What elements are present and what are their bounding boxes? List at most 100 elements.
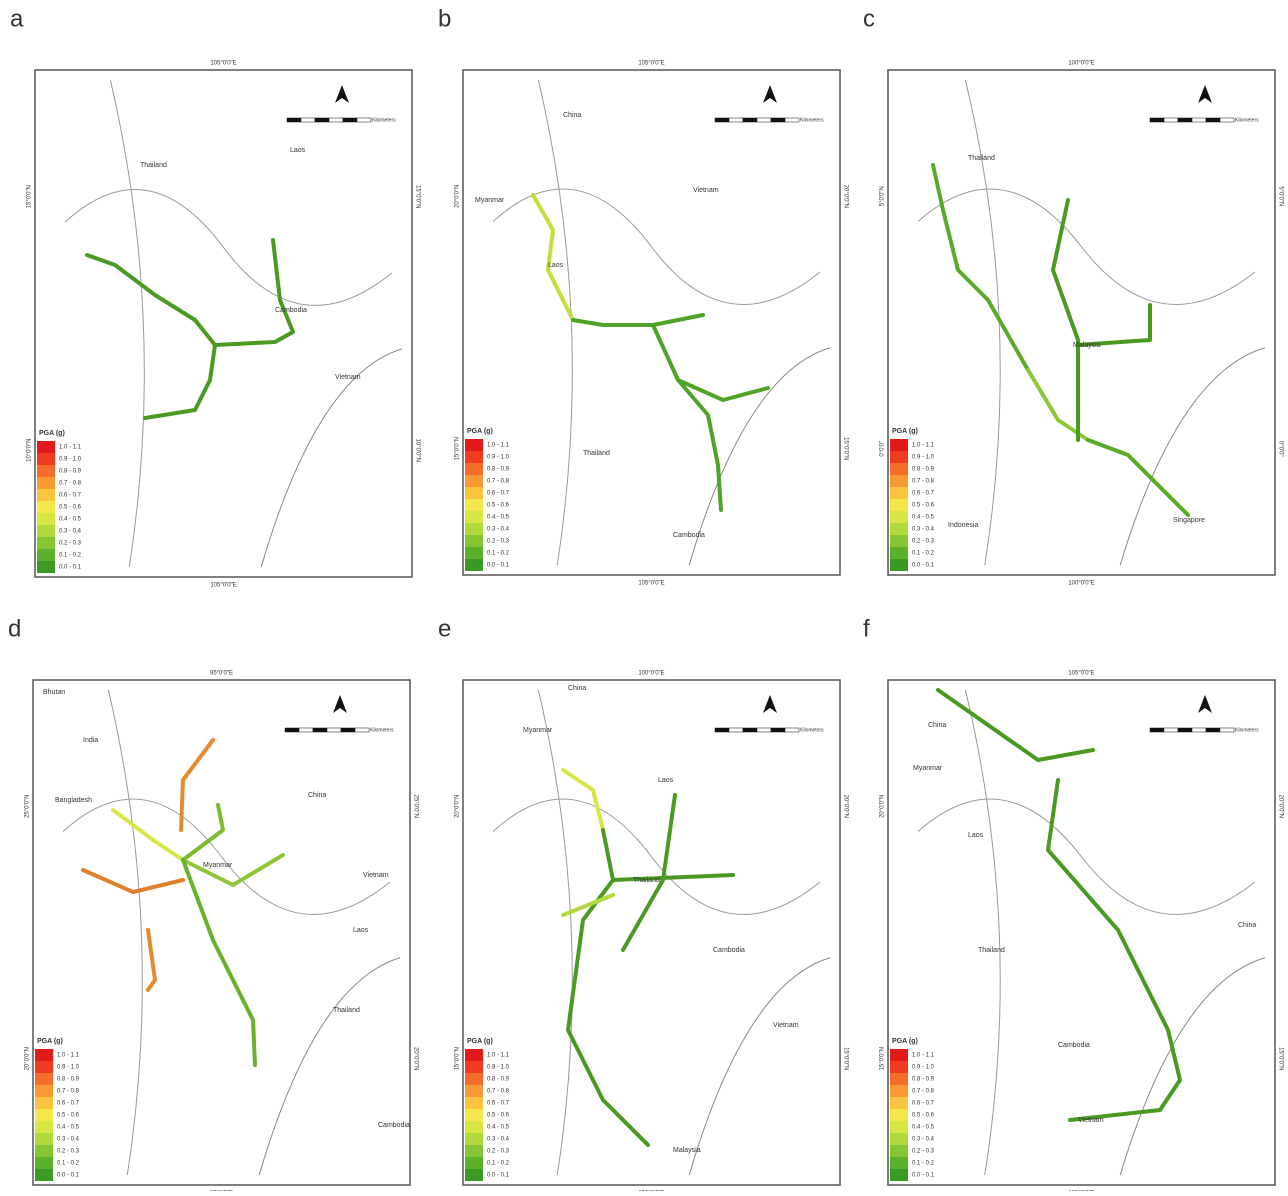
legend-swatch (37, 441, 55, 453)
scale-bar (1192, 118, 1206, 122)
legend-swatch (37, 453, 55, 465)
panel-letter: b (438, 5, 451, 32)
legend-swatch (465, 463, 483, 475)
legend-label: 0.2 - 0.3 (912, 1149, 935, 1155)
legend-label: 0.1 - 0.2 (912, 1161, 935, 1167)
legend-swatch (890, 1097, 908, 1109)
legend-label: 0.8 - 0.9 (59, 469, 82, 475)
map-panel: ThailandMalaysiaIndonesiaSingapore100°0'… (880, 61, 1284, 587)
legend-swatch (37, 549, 55, 561)
lat-label: 15°0'0"N (1277, 1047, 1283, 1070)
legend-label: 0.0 - 0.1 (57, 1173, 80, 1179)
legend-label: 0.4 - 0.5 (487, 1125, 510, 1131)
scale-bar (1178, 118, 1192, 122)
country-label: India (83, 737, 98, 744)
legend-label: 0.3 - 0.4 (487, 527, 510, 533)
legend-swatch (465, 523, 483, 535)
scale-bar (287, 118, 301, 122)
scale-bar (299, 728, 313, 732)
legend-label: 0.0 - 0.1 (487, 1173, 510, 1179)
legend-swatch (890, 475, 908, 487)
legend-swatch (890, 1169, 908, 1181)
scale-bar (743, 728, 757, 732)
scale-bar (771, 118, 785, 122)
scale-bar (1164, 728, 1178, 732)
map-panel: BhutanIndiaBangladeshChinaMyanmarVietnam… (25, 671, 419, 1191)
lon-label: 95°0'0"E (210, 671, 233, 677)
legend-swatch (35, 1133, 53, 1145)
scale-bar (757, 728, 771, 732)
country-label: Bhutan (43, 689, 65, 696)
lat-label: 25°0'0"N (412, 795, 418, 818)
map-panel: ChinaMyanmarLaosThailandCambodiaVietnamC… (880, 671, 1284, 1191)
country-label: Thailand (140, 162, 167, 169)
legend-swatch (35, 1085, 53, 1097)
legend-label: 0.1 - 0.2 (487, 551, 510, 557)
legend-label: 0.5 - 0.6 (487, 503, 510, 509)
legend-label: 0.7 - 0.8 (912, 479, 935, 485)
legend-swatch (465, 1109, 483, 1121)
legend-label: 0.5 - 0.6 (912, 503, 935, 509)
legend-label: 0.9 - 1.0 (487, 455, 510, 461)
country-label: Myanmar (475, 197, 505, 204)
legend-label: 0.6 - 0.7 (912, 1101, 935, 1107)
country-label: Laos (548, 262, 564, 269)
scale-bar (729, 118, 743, 122)
legend-label: 0.3 - 0.4 (487, 1137, 510, 1143)
legend-swatch (35, 1157, 53, 1169)
legend-title: PGA (g) (39, 430, 65, 437)
map-panel: ThailandLaosCambodiaVietnam105°0'0"E105°… (27, 61, 421, 589)
country-label: Laos (658, 777, 674, 784)
lon-label: 100°0'0"E (1068, 581, 1094, 587)
scale-unit: Kilometers (1235, 117, 1259, 123)
legend-swatch (37, 489, 55, 501)
legend-label: 1.0 - 1.1 (57, 1053, 80, 1059)
country-label: Myanmar (913, 765, 943, 772)
legend-label: 0.5 - 0.6 (487, 1113, 510, 1119)
lat-label: 10°0'0"N (27, 439, 33, 462)
scale-bar (771, 728, 785, 732)
scale-bar (355, 728, 369, 732)
lat-label: 20°0'0"N (842, 185, 848, 208)
scale-bar (327, 728, 341, 732)
legend-title: PGA (g) (467, 428, 493, 435)
lat-label: 20°0'0"N (25, 1047, 31, 1070)
legend-swatch (890, 1073, 908, 1085)
scale-bar (1206, 118, 1220, 122)
country-label: China (568, 685, 586, 692)
country-label: Thailand (978, 947, 1005, 954)
legend-label: 0.6 - 0.7 (487, 1101, 510, 1107)
country-label: Laos (968, 832, 984, 839)
legend-label: 0.5 - 0.6 (912, 1113, 935, 1119)
panel-letter: f (863, 615, 870, 642)
legend-label: 0.7 - 0.8 (912, 1089, 935, 1095)
country-label: Vietnam (773, 1022, 799, 1029)
country-label: Myanmar (523, 727, 553, 734)
legend-label: 0.1 - 0.2 (57, 1161, 80, 1167)
lat-label: 20°0'0"N (412, 1047, 418, 1070)
legend-swatch (465, 1121, 483, 1133)
legend-label: 1.0 - 1.1 (487, 1053, 510, 1059)
legend-swatch (465, 1097, 483, 1109)
country-label: China (928, 722, 946, 729)
country-label: China (308, 792, 326, 799)
legend-label: 0.8 - 0.9 (487, 1077, 510, 1083)
legend-swatch (890, 451, 908, 463)
legend-label: 0.4 - 0.5 (487, 515, 510, 521)
legend-title: PGA (g) (467, 1038, 493, 1045)
country-label: Vietnam (363, 872, 389, 879)
legend-swatch (465, 487, 483, 499)
scale-bar (285, 728, 299, 732)
scale-bar (329, 118, 343, 122)
legend-swatch (465, 1049, 483, 1061)
lat-label: 15°0'0"N (27, 185, 33, 208)
map-panel: ChinaMyanmarLaosThailandCambodiaVietnamM… (455, 671, 849, 1191)
legend-swatch (890, 547, 908, 559)
legend-swatch (465, 451, 483, 463)
legend-label: 0.9 - 1.0 (57, 1065, 80, 1071)
legend-label: 0.6 - 0.7 (59, 493, 82, 499)
scale-bar (343, 118, 357, 122)
legend-label: 0.3 - 0.4 (912, 527, 935, 533)
lat-label: 25°0'0"N (25, 795, 31, 818)
